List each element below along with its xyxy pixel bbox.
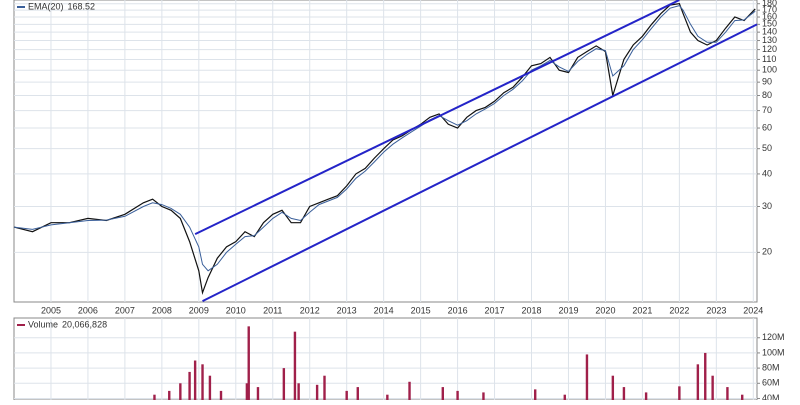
y-tick-label: 80M (762, 362, 780, 372)
price-line (13, 5, 756, 272)
legend-value: 168.52 (68, 1, 96, 11)
volume-bar (247, 326, 250, 400)
x-tick-label: 2015 (411, 305, 431, 315)
volume-bar (193, 360, 197, 400)
y-tick-label: 40M (762, 393, 780, 400)
volume-bar (696, 364, 700, 400)
volume-bar (726, 387, 729, 400)
volume-bar (585, 354, 589, 400)
y-tick-label: 60 (762, 122, 772, 132)
x-tick-label: 2010 (226, 305, 246, 315)
x-tick-label: 2023 (706, 305, 726, 315)
volume-bar (534, 389, 537, 400)
y-tick-label: 100 (762, 65, 777, 75)
x-tick-label: 2016 (448, 305, 468, 315)
x-tick-label: 2017 (485, 305, 505, 315)
legend-label: EMA(20) (28, 1, 64, 11)
volume-bar (282, 368, 286, 400)
volume-bar (345, 390, 348, 400)
volume-bar (179, 383, 182, 400)
y-tick-label: 140 (762, 27, 777, 37)
volume-bar (611, 375, 615, 400)
volume-bar (741, 394, 744, 400)
x-tick-label: 2012 (300, 305, 320, 315)
trend-line (194, 0, 680, 236)
volume-bar (456, 390, 459, 400)
x-tick-label: 2020 (595, 305, 615, 315)
x-tick-label: 2008 (152, 305, 172, 315)
volume-bar (704, 352, 707, 400)
volume-bar (563, 394, 566, 400)
x-tick-label: 2011 (263, 305, 282, 315)
y-tick-label: 100M (762, 347, 785, 357)
volume-bar (622, 387, 626, 400)
y-tick-label: 20 (762, 247, 772, 257)
x-tick-label: 2019 (558, 305, 578, 315)
y-tick-label: 90 (762, 77, 772, 87)
y-tick-label: 120 (762, 44, 777, 54)
y-tick-label: 70 (762, 105, 772, 115)
x-tick-label: 2009 (189, 305, 209, 315)
volume-bar (644, 392, 648, 400)
volume-bar (168, 390, 171, 400)
x-tick-label: 2013 (337, 305, 357, 315)
volume-bar (315, 384, 319, 400)
y-tick-label: 180 (762, 0, 777, 8)
volume-bar (711, 375, 714, 400)
volume-bar (201, 364, 204, 400)
volume-bar (356, 387, 359, 400)
y-tick-label: 80 (762, 90, 772, 100)
y-tick-label: 40 (762, 168, 772, 178)
y-tick-label: 50 (762, 143, 772, 153)
price-panel (13, 0, 758, 303)
x-tick-label: 2018 (521, 305, 541, 315)
x-tick-label: 2006 (78, 305, 98, 315)
volume-bar (323, 375, 326, 400)
volume-bar (482, 392, 485, 400)
volume-bar (293, 331, 297, 400)
volume-bar (297, 383, 300, 400)
x-tick-label: 2021 (632, 305, 652, 315)
y-tick-label: 170 (762, 5, 777, 15)
y-tick-label: 120M (762, 332, 785, 342)
legend-value: 20,066,828 (62, 319, 107, 329)
y-tick-label: 30 (762, 201, 772, 211)
trend-line (202, 23, 758, 303)
volume-bar (245, 383, 249, 400)
volume-bar (208, 375, 212, 400)
volume-bar (408, 381, 411, 400)
volume-bar (386, 394, 389, 400)
volume-bar (153, 394, 156, 400)
x-tick-label: 2022 (669, 305, 689, 315)
x-tick-label: 2014 (374, 305, 394, 315)
y-tick-label: 60M (762, 378, 780, 388)
x-tick-label: 2024 (743, 305, 763, 315)
x-tick-label: 2005 (41, 305, 61, 315)
y-tick-label: 160 (762, 11, 777, 21)
volume-bar (219, 390, 223, 400)
volume-bar (188, 371, 191, 400)
y-tick-label: 150 (762, 19, 777, 29)
volume-bar (256, 387, 260, 400)
legend-label: Volume (28, 319, 58, 329)
x-tick-label: 2007 (115, 305, 135, 315)
y-tick-label: 110 (762, 54, 776, 64)
y-tick-label: 130 (762, 35, 777, 45)
volume-bar (441, 387, 444, 400)
volume-bar (678, 386, 681, 400)
